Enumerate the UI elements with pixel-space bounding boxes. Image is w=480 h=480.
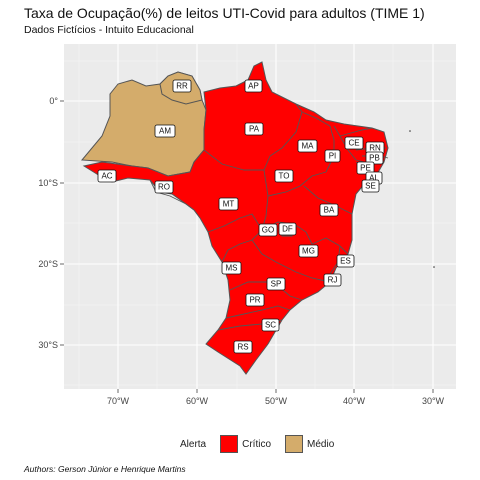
svg-text:MG: MG <box>302 247 315 256</box>
svg-text:SE: SE <box>365 182 376 191</box>
state-label-pa: PA <box>244 122 264 136</box>
legend-key-medio <box>285 435 304 453</box>
svg-text:AP: AP <box>248 82 259 91</box>
svg-text:PE: PE <box>360 164 371 173</box>
svg-text:MS: MS <box>226 264 238 273</box>
state-label-mt: MT <box>218 197 239 211</box>
state-label-rj: RJ <box>323 273 342 287</box>
x-tick-label: 50°W <box>265 396 288 406</box>
y-tick-label: 30°S <box>38 340 58 350</box>
svg-text:RO: RO <box>158 183 170 192</box>
y-tick-label: 0° <box>49 96 58 106</box>
svg-text:AC: AC <box>101 172 112 181</box>
svg-text:SP: SP <box>271 280 282 289</box>
svg-text:SC: SC <box>265 321 276 330</box>
state-label-ce: CE <box>344 136 364 150</box>
state-label-ba: BA <box>319 203 339 217</box>
x-tick-label: 30°W <box>422 396 445 406</box>
state-label-sc: SC <box>261 318 280 332</box>
state-label-go: GO <box>258 223 278 237</box>
state-label-pr: PR <box>245 293 265 307</box>
legend-key-critico <box>220 435 239 453</box>
svg-text:CE: CE <box>348 139 359 148</box>
state-label-pb: PB <box>365 151 384 165</box>
legend-label-critico: Crítico <box>242 438 272 450</box>
svg-text:PI: PI <box>329 152 337 161</box>
state-label-sp: SP <box>266 277 286 291</box>
map-title: Taxa de Ocupação(%) de leitos UTI-Covid … <box>24 5 425 21</box>
state-label-to: TO <box>274 169 294 183</box>
svg-text:PR: PR <box>249 296 260 305</box>
svg-text:TO: TO <box>279 172 290 181</box>
svg-text:PA: PA <box>249 125 260 134</box>
svg-text:BA: BA <box>324 206 335 215</box>
legend: Alerta Crítico Médio <box>180 434 342 454</box>
state-label-se: SE <box>361 179 380 193</box>
x-tick-label: 60°W <box>186 396 209 406</box>
svg-text:GO: GO <box>262 226 274 235</box>
x-tick-label: 40°W <box>343 396 366 406</box>
state-label-ms: MS <box>221 261 242 275</box>
author-caption: Authors: Gerson Júnior e Henrique Martin… <box>24 464 186 474</box>
svg-text:MA: MA <box>302 142 315 151</box>
state-label-ro: RO <box>154 180 174 194</box>
x-tick-label: 70°W <box>107 396 130 406</box>
state-label-pe: PE <box>356 161 375 175</box>
svg-text:AM: AM <box>159 127 171 136</box>
axis-tick-marks <box>60 100 434 393</box>
state-label-ap: AP <box>244 79 263 93</box>
island-fernando-de-noronha <box>409 130 411 132</box>
state-label-ma: MA <box>297 139 318 153</box>
svg-text:RJ: RJ <box>328 276 338 285</box>
state-label-rr: RR <box>172 79 192 93</box>
map-subtitle: Dados Fictícios - Intuito Educacional <box>24 24 194 36</box>
svg-text:RN: RN <box>369 144 381 153</box>
y-tick-label: 20°S <box>38 259 58 269</box>
legend-title: Alerta <box>180 438 207 450</box>
state-label-es: ES <box>336 254 355 268</box>
state-label-pi: PI <box>324 149 341 163</box>
svg-text:PB: PB <box>369 154 380 163</box>
state-label-ac: AC <box>97 169 117 183</box>
svg-text:MT: MT <box>223 200 235 209</box>
svg-text:AL: AL <box>369 174 379 183</box>
svg-text:RR: RR <box>176 82 188 91</box>
state-label-rs: RS <box>233 340 253 354</box>
svg-text:DF: DF <box>282 225 293 234</box>
island-trindade <box>433 266 435 268</box>
state-label-df: DF <box>278 222 297 236</box>
y-tick-label: 10°S <box>38 178 58 188</box>
svg-text:ES: ES <box>340 257 351 266</box>
state-label-mg: MG <box>298 244 319 258</box>
svg-text:RS: RS <box>237 343 248 352</box>
legend-label-medio: Médio <box>307 438 335 450</box>
state-label-am: AM <box>154 124 176 138</box>
